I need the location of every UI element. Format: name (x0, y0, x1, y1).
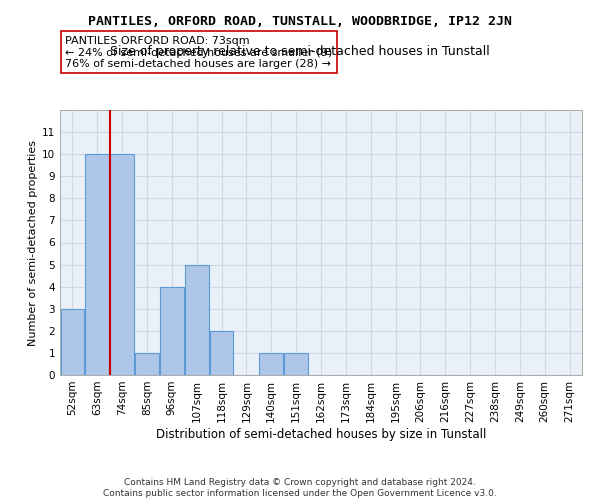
Text: PANTILES ORFORD ROAD: 73sqm
← 24% of semi-detached houses are smaller (9)
76% of: PANTILES ORFORD ROAD: 73sqm ← 24% of sem… (65, 36, 332, 69)
Text: Size of property relative to semi-detached houses in Tunstall: Size of property relative to semi-detach… (110, 45, 490, 58)
Bar (61, 308, 84, 375)
Text: PANTILES, ORFORD ROAD, TUNSTALL, WOODBRIDGE, IP12 2JN: PANTILES, ORFORD ROAD, TUNSTALL, WOODBRI… (88, 15, 512, 28)
Bar (110, 154, 134, 375)
Text: Contains HM Land Registry data © Crown copyright and database right 2024.
Contai: Contains HM Land Registry data © Crown c… (103, 478, 497, 498)
Bar (284, 353, 308, 375)
Bar (259, 353, 283, 375)
Bar (185, 264, 209, 375)
Bar (135, 353, 159, 375)
Bar (210, 331, 233, 375)
Y-axis label: Number of semi-detached properties: Number of semi-detached properties (28, 140, 38, 346)
Bar (160, 286, 184, 375)
X-axis label: Distribution of semi-detached houses by size in Tunstall: Distribution of semi-detached houses by … (156, 428, 486, 440)
Bar (85, 154, 109, 375)
